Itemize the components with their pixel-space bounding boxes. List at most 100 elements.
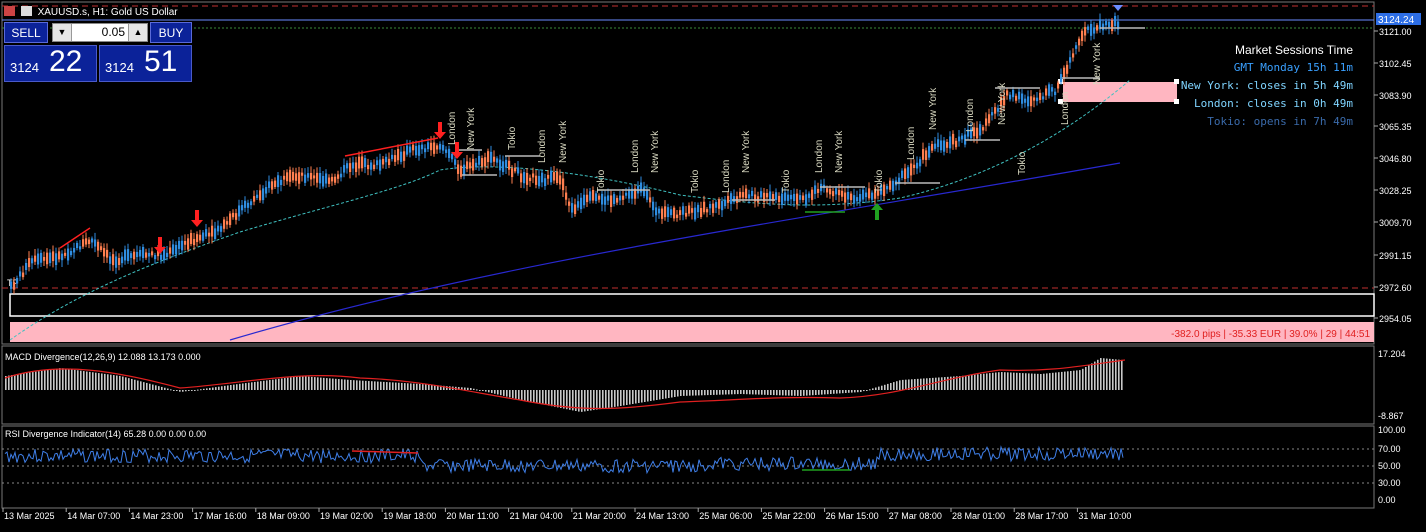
rsi-pane-frame: [1, 425, 1375, 509]
buy-price-box[interactable]: 3124 51: [99, 45, 192, 82]
session-label: London: [965, 99, 976, 132]
macd-min-label: -8.867: [1378, 411, 1404, 421]
session-label: New York: [928, 87, 939, 130]
price-tick-label: 2991.15: [1379, 251, 1412, 261]
buy-button[interactable]: BUY: [150, 22, 192, 43]
time-tick-label: 27 Mar 08:00: [889, 511, 942, 521]
ma-fast-line: [9, 79, 1131, 341]
rsi-tick-label: 50.00: [1378, 461, 1401, 471]
time-tick-label: 14 Mar 07:00: [67, 511, 120, 521]
session-label: New York: [1092, 42, 1103, 85]
time-tick-label: 13 Mar 2025: [4, 511, 55, 521]
macd-signal-line: [4, 359, 1126, 410]
lot-decrease-icon[interactable]: ▼: [53, 24, 72, 41]
time-tick-label: 19 Mar 02:00: [320, 511, 373, 521]
current-price-label: 3124.24: [1378, 15, 1415, 26]
position-loss-zone: [10, 322, 1374, 342]
zone-handle[interactable]: [1058, 99, 1063, 104]
time-tick-label: 28 Mar 01:00: [952, 511, 1005, 521]
time-tick-label: 25 Mar 22:00: [762, 511, 815, 521]
time-tick-label: 21 Mar 20:00: [573, 511, 626, 521]
chart-type-icon[interactable]: [20, 6, 32, 16]
position-info-text: -382.0 pips | -35.33 EUR | 39.0% | 29 | …: [1171, 329, 1370, 340]
zone-handle[interactable]: [1174, 79, 1179, 84]
menu-icon[interactable]: [4, 6, 15, 16]
session-label: London: [537, 130, 548, 163]
rsi-line: [4, 445, 1124, 475]
session-label: New York: [650, 130, 661, 173]
time-tick-label: 28 Mar 17:00: [1015, 511, 1068, 521]
time-tick-label: 31 Mar 10:00: [1078, 511, 1131, 521]
session-label: Tokio: [1017, 151, 1028, 175]
chart-shift-marker[interactable]: [1113, 5, 1123, 11]
chart-symbol: XAUUSD.s, H1: Gold US Dollar: [37, 7, 178, 18]
zone-handle[interactable]: [1174, 99, 1179, 104]
current-price-box: [1376, 13, 1421, 25]
tp-label: TP: [7, 278, 19, 288]
main-pane-frame: [1, 1, 1375, 345]
one-click-trading-panel: SELL ▼ 0.05 ▲ BUY 3124 22 3124 51: [4, 22, 192, 82]
session-labels: London New York Tokio London New York Tokio Lo…: [447, 42, 1103, 193]
rsi-axis: 100.00 70.00 50.00 30.00 0.00: [1378, 425, 1406, 505]
session-label: Tokio: [507, 126, 518, 150]
price-tick-label: 3028.25: [1379, 186, 1412, 196]
time-tick-label: 26 Mar 15:00: [826, 511, 879, 521]
price-tick-label: 2954.05: [1379, 314, 1412, 324]
sessions-london: London: closes in 0h 49m: [1194, 97, 1353, 110]
session-label: London: [721, 160, 732, 193]
time-tick-label: 20 Mar 11:00: [446, 511, 498, 521]
price-axis: 3121.00 3102.45 3083.90 3065.35 3046.80 3028.…: [1374, 27, 1412, 324]
session-label: London: [1060, 92, 1071, 125]
time-tick-label: 25 Mar 06:00: [699, 511, 752, 521]
sessions-title: Market Sessions Time: [1234, 43, 1353, 57]
price-tick-label: 3046.80: [1379, 154, 1412, 164]
sessions-gmt: GMT Monday 15h 11m: [1233, 61, 1353, 74]
rsi-tick-label: 0.00: [1378, 495, 1396, 505]
time-tick-label: 17 Mar 16:00: [194, 511, 247, 521]
price-tick-label: 3009.70: [1379, 218, 1412, 228]
resistance-zone: [1063, 82, 1177, 102]
rsi-tick-label: 30.00: [1378, 478, 1401, 488]
sell-price-big: 3124: [10, 60, 39, 75]
session-label: London: [447, 112, 458, 145]
ma-slow-line: [229, 162, 1121, 341]
sell-price-box[interactable]: 3124 22: [4, 45, 97, 82]
session-label: New York: [466, 107, 477, 150]
time-axis: 13 Mar 2025 14 Mar 07:00 14 Mar 23:00 17 Ma…: [2, 508, 1131, 521]
session-label: Tokio: [690, 169, 701, 193]
lot-size-value[interactable]: 0.05: [101, 25, 125, 39]
session-label: London: [630, 140, 641, 173]
price-tick-label: 3065.35: [1379, 122, 1412, 132]
price-tick-label: 2972.60: [1379, 283, 1412, 293]
time-tick-label: 14 Mar 23:00: [130, 511, 183, 521]
sell-price-pips: 22: [49, 45, 83, 78]
session-label: New York: [558, 120, 569, 163]
price-tick-label: 3102.45: [1379, 59, 1412, 69]
macd-pane-frame: [1, 345, 1375, 425]
sessions-newyork: New York: closes in 5h 49m: [1180, 79, 1353, 92]
session-label: Tokio: [781, 169, 792, 193]
time-tick-label: 19 Mar 18:00: [383, 511, 436, 521]
position-zone-outline: [9, 293, 1375, 317]
session-label: London: [906, 127, 917, 160]
sell-button[interactable]: SELL: [4, 22, 48, 43]
session-label: New York: [741, 130, 752, 173]
session-label: Tokio: [596, 169, 607, 193]
rsi-bearish-divergence: [351, 450, 419, 454]
macd-histogram: [5, 358, 1123, 412]
time-tick-label: 24 Mar 13:00: [636, 511, 689, 521]
market-sessions-panel: Market Sessions Time GMT Monday 15h 11m …: [1181, 41, 1353, 131]
price-tick-label: 3121.00: [1379, 27, 1412, 37]
lot-size-stepper[interactable]: ▼ 0.05 ▲: [52, 23, 148, 42]
signal-arrows: [154, 122, 883, 254]
rsi-tick-label: 70.00: [1378, 444, 1401, 454]
price-tick-label: 3083.90: [1379, 91, 1412, 101]
candlestick-series: [10, 12, 1120, 294]
lot-increase-icon[interactable]: ▲: [128, 24, 147, 41]
macd-label: MACD Divergence(12,26,9) 12.088 13.173 0…: [5, 352, 201, 362]
session-label: New York: [997, 82, 1008, 125]
session-label: Tokio: [874, 169, 885, 193]
chart-header: XAUUSD.s, H1: Gold US Dollar: [4, 6, 178, 18]
rsi-tick-label: 100.00: [1378, 425, 1406, 435]
